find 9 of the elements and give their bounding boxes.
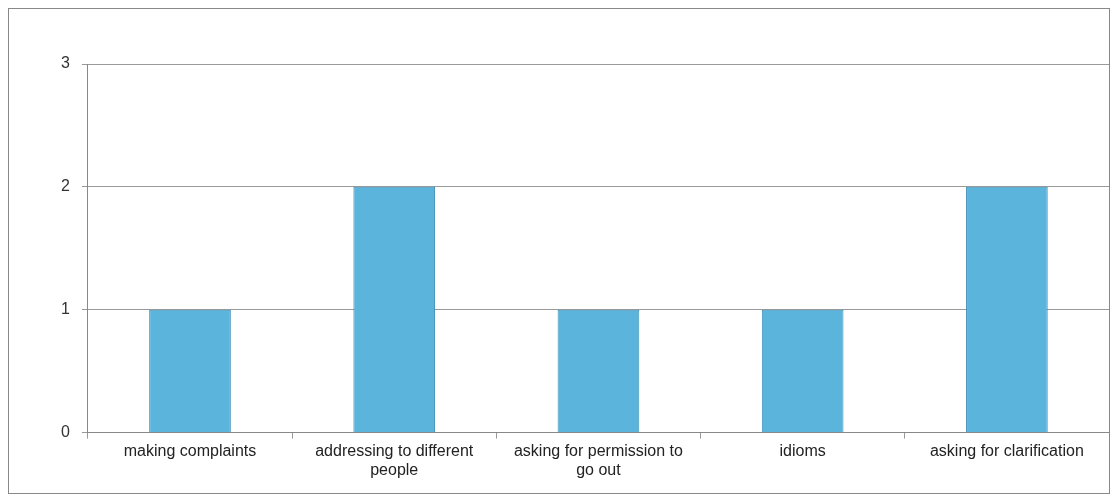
x-tick-label: idioms: [779, 441, 826, 459]
x-tick-label: asking for clarification: [929, 441, 1084, 459]
y-tick-label: 3: [60, 54, 70, 72]
x-tick-label: asking for permission to go out: [513, 441, 684, 478]
y-tick-label: 1: [60, 300, 70, 318]
y-tick-label: 2: [60, 177, 70, 195]
x-tick-label: addressing to different people: [315, 441, 474, 478]
y-tick-label: 0: [60, 423, 70, 441]
x-tick-label: making complaints: [123, 441, 257, 459]
